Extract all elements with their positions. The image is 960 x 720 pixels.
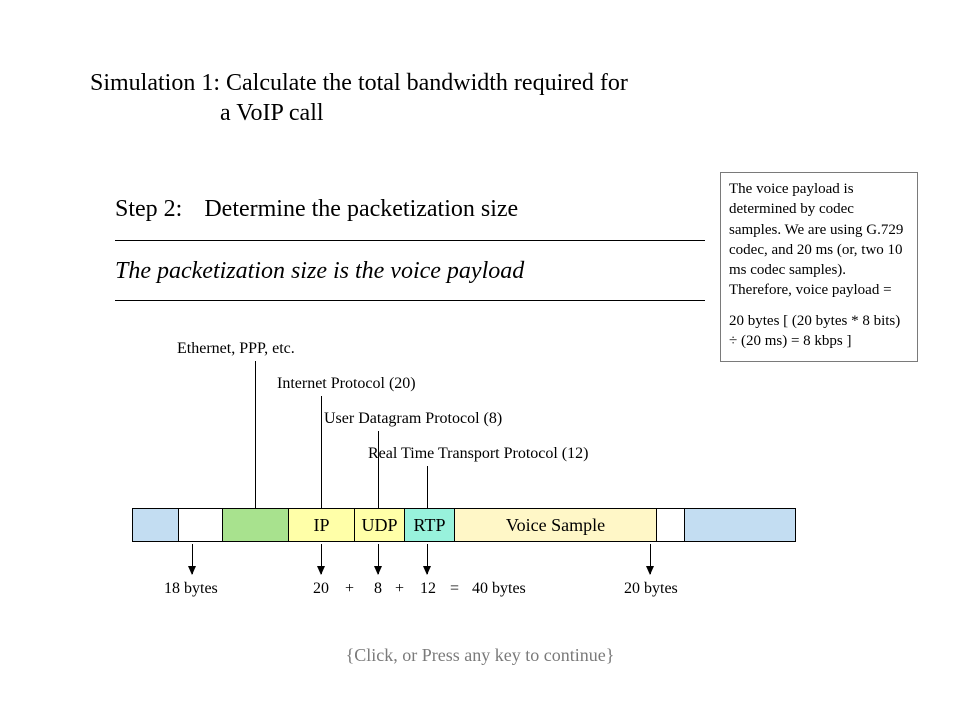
title-line1: Simulation 1: Calculate the total bandwi… (90, 68, 628, 98)
line-ip (321, 396, 322, 508)
segment-trail1 (657, 509, 685, 541)
segment-layer2 (223, 509, 289, 541)
segment-rtp: RTP (405, 509, 455, 541)
bytes-18: 18 bytes (164, 580, 218, 598)
plus-2: + (395, 580, 404, 598)
arrow-voice-bytes (650, 544, 651, 574)
label-rtp: Real Time Transport Protocol (12) (368, 445, 588, 463)
plus-1: + (345, 580, 354, 598)
note-p1: The voice payload is determined by codec… (729, 179, 909, 301)
label-udp: User Datagram Protocol (8) (324, 410, 502, 428)
step-row: Step 2: Determine the packetization size (115, 196, 518, 223)
step-description: Determine the packetization size (188, 196, 518, 222)
segment-lead2 (179, 509, 223, 541)
bytes-12: 12 (420, 580, 436, 598)
label-l2: Ethernet, PPP, etc. (177, 340, 295, 358)
rule-2 (115, 300, 705, 301)
step-label: Step 2: (115, 196, 182, 222)
bytes-20: 20 (313, 580, 329, 598)
rule-1 (115, 240, 705, 241)
arrow-l2-bytes (192, 544, 193, 574)
arrow-rtp-bytes (427, 544, 428, 574)
packet-row: IPUDPRTPVoice Sample (132, 508, 796, 542)
title: Simulation 1: Calculate the total bandwi… (90, 68, 628, 128)
bytes-8: 8 (374, 580, 382, 598)
label-ip: Internet Protocol (20) (277, 375, 416, 393)
segment-ip: IP (289, 509, 355, 541)
arrow-udp-bytes (378, 544, 379, 574)
bytes-sum: 40 bytes (472, 580, 526, 598)
subtitle: The packetization size is the voice payl… (115, 258, 524, 285)
note-box: The voice payload is determined by codec… (720, 172, 918, 362)
line-rtp (427, 466, 428, 508)
line-l2 (255, 361, 256, 508)
segment-voice: Voice Sample (455, 509, 657, 541)
equals: = (450, 580, 459, 598)
title-line2: a VoIP call (90, 98, 628, 128)
segment-udp: UDP (355, 509, 405, 541)
line-udp (378, 431, 379, 508)
segment-lead1 (133, 509, 179, 541)
note-p2: 20 bytes [ (20 bytes * 8 bits) ÷ (20 ms)… (729, 311, 909, 352)
segment-trail2 (685, 509, 795, 541)
continue-hint[interactable]: {Click, or Press any key to continue} (0, 645, 960, 666)
arrow-ip-bytes (321, 544, 322, 574)
bytes-payload: 20 bytes (624, 580, 678, 598)
